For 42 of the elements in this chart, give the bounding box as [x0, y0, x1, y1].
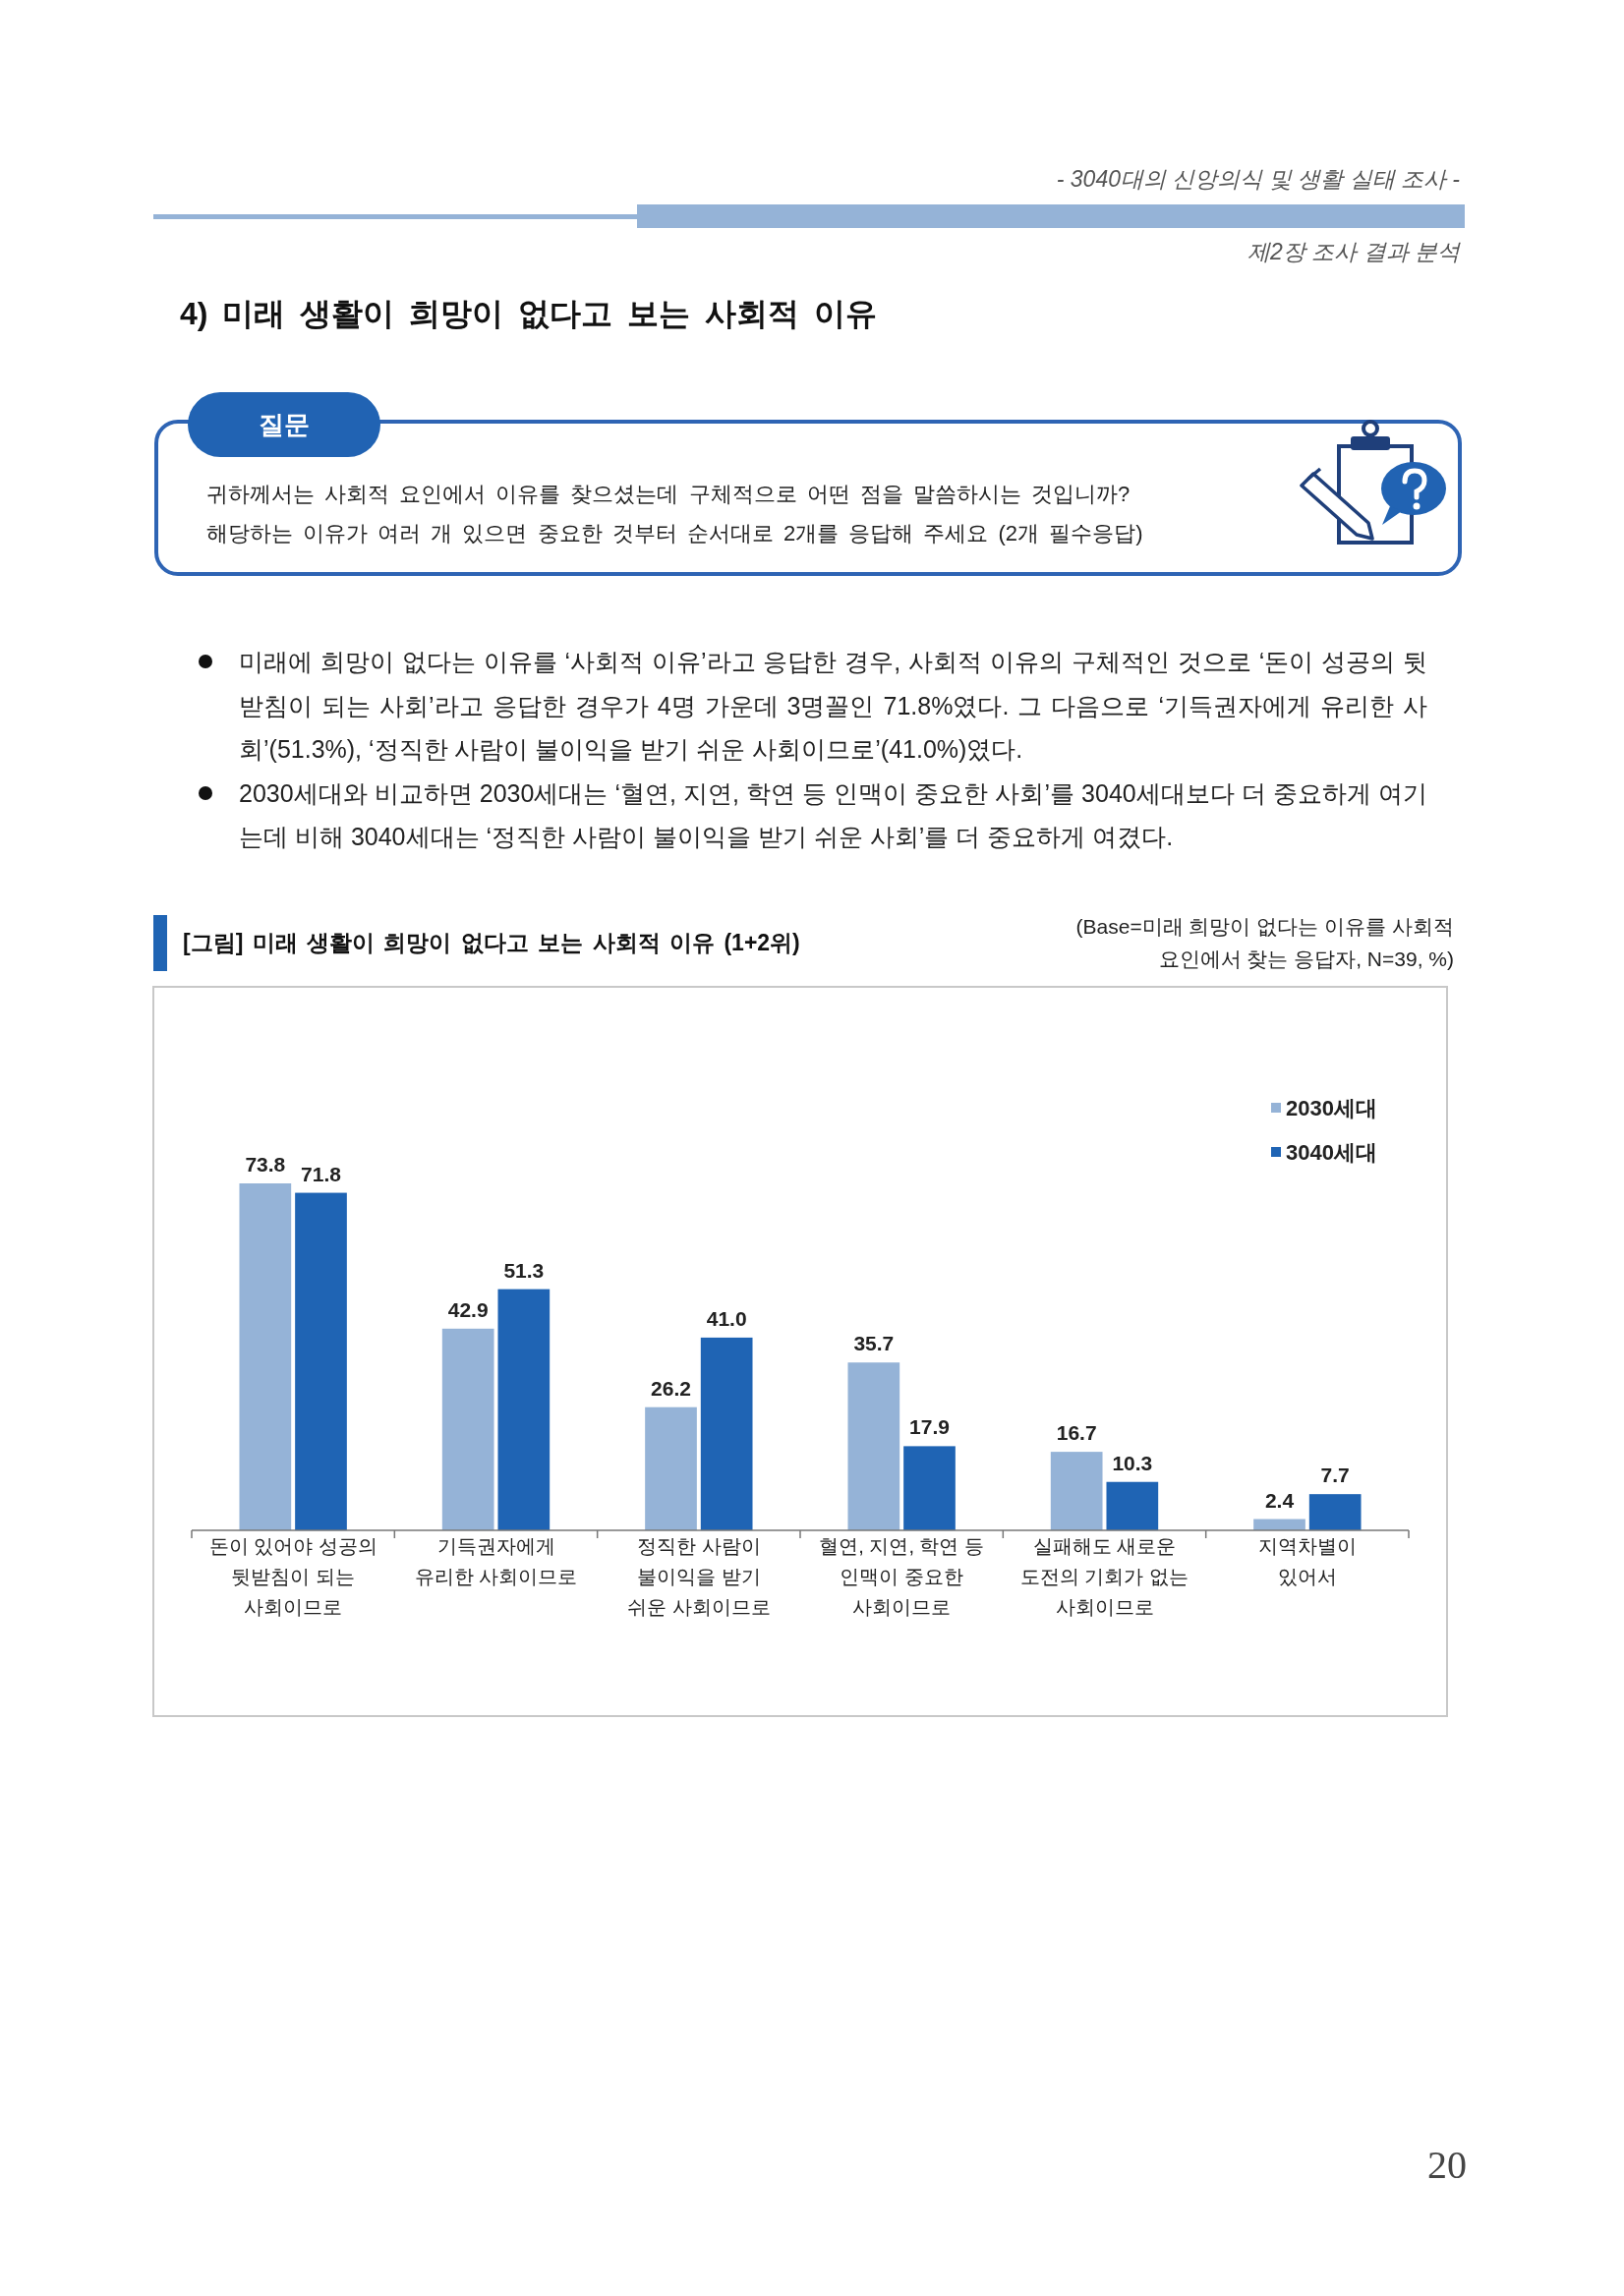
x-tick-label: 돈이 있어야 성공의 뒷받침이 되는 사회이므로	[208, 1535, 377, 1618]
text: 질문	[259, 410, 310, 439]
text: - 3040대의 신앙의식 및 생활 실태 조사 -	[1056, 166, 1461, 192]
bar	[239, 1183, 292, 1530]
data-label: 73.8	[245, 1153, 286, 1176]
x-tick-label: 실패해도 새로운 도전의 기회가 없는 사회이므로	[1019, 1535, 1189, 1618]
data-label: 2.4	[1264, 1488, 1295, 1512]
text: 귀하께서는 사회적 요인에서 이유를 찾으셨는데 구체적으로 어떤 점을 말씀하시는 것입니까?	[206, 481, 1131, 506]
bar	[295, 1192, 347, 1530]
bar	[700, 1337, 753, 1530]
data-label: 35.7	[853, 1332, 895, 1355]
bar	[1050, 1452, 1103, 1530]
x-tick-label: 기득권자에게 유리한 사회이므로	[414, 1535, 578, 1587]
data-label: 7.7	[1320, 1464, 1350, 1487]
text: 미래에 희망이 없다는 이유를 ‘사회적 이유’라고 응답한 경우, 사회적 이유의 구체적인 것으로 ‘돈이 성공의 뒷받침이 되는 사회’라고 응답한 경우가 4명 가운데 3명꼴인 71.8%였다. 그 다음으로 ‘기득권자에게 유리한 사회’(51.3%), ‘정직한 사람이 불이익을 받기 쉬운 사회이므로’(41.0%)였다.	[239, 647, 1427, 765]
bar	[497, 1289, 551, 1530]
bar	[847, 1362, 900, 1530]
data-label: 71.8	[301, 1162, 342, 1185]
text: 해당하는 이유가 여러 개 있으면 중요한 것부터 순서대로 2개를 응답해 주세요 (2개 필수응답)	[206, 520, 1143, 545]
text: (Base=미래 희망이 없다는 이유를 사회적 요인에서 찾는 응답자, N=39, %)	[1074, 914, 1454, 972]
text: 제2장 조사 결과 분석	[1247, 239, 1461, 264]
text: 2030세대와 비교하면 2030세대는 ‘혈연, 지연, 학연 등 인맥이 중요한 사회’를 3040세대보다 더 중요하게 여기는데 비해 3040세대는 ‘정직한 사람이 불이익을 받기 쉬운 사회’를 더 중요하게 여겼다.	[239, 777, 1427, 852]
data-label: 42.9	[447, 1297, 489, 1321]
data-label: 41.0	[706, 1306, 747, 1330]
data-label: 16.7	[1056, 1421, 1097, 1445]
text: 20	[1427, 2142, 1467, 2187]
data-label: 17.9	[909, 1415, 950, 1439]
chart-title: [그림] 미래 생활이 희망이 없다고 보는 사회적 이유 (1+2위)	[183, 930, 800, 955]
x-tick-label: 혈연, 지연, 학연 등 인맥이 중요한 사회이므로	[819, 1535, 985, 1618]
data-label: 10.3	[1112, 1451, 1153, 1474]
legend-label: 2030세대	[1286, 1095, 1377, 1120]
bar	[1106, 1481, 1159, 1530]
legend-label: 3040세대	[1286, 1139, 1377, 1165]
bar	[441, 1328, 494, 1530]
data-label: 51.3	[503, 1258, 545, 1282]
bar	[1308, 1494, 1362, 1530]
x-tick-label: 정직한 사람이 불이익을 받기 쉬운 사회이므로	[627, 1535, 771, 1618]
x-tick-label: 지역차별이 있어서	[1257, 1535, 1357, 1587]
data-label: 26.2	[651, 1376, 691, 1400]
bar	[903, 1446, 956, 1530]
bar	[645, 1406, 697, 1530]
text: 4) 미래 생활이 희망이 없다고 보는 사회적 이유	[180, 296, 877, 331]
